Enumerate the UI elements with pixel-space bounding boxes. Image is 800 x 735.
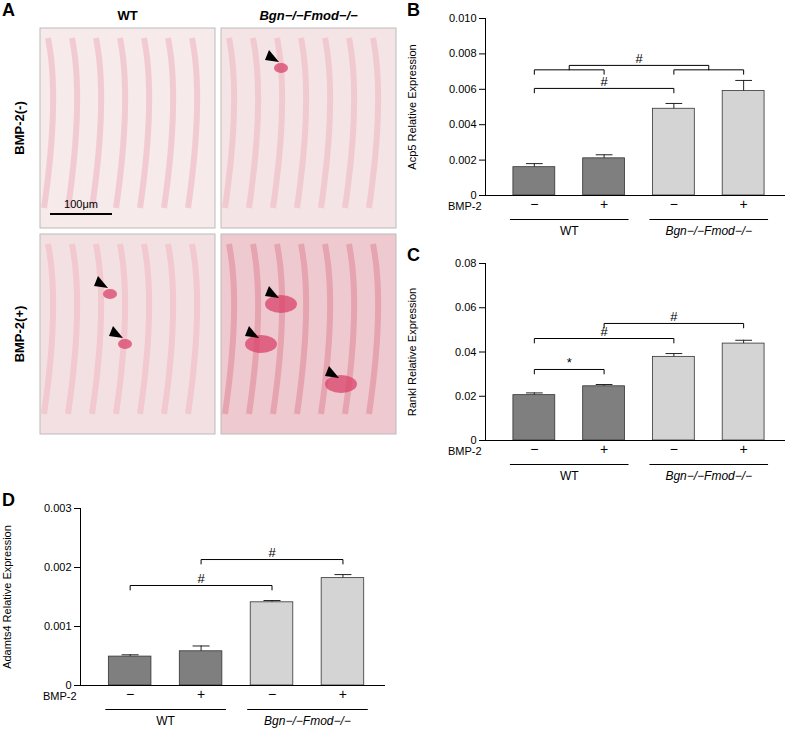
svg-text:0.002: 0.002: [449, 154, 477, 166]
svg-text:#: #: [635, 51, 643, 66]
svg-text:*: *: [567, 355, 572, 370]
svg-text:WT: WT: [156, 714, 175, 728]
svg-text:0.008: 0.008: [449, 47, 477, 59]
svg-text:+: +: [197, 686, 205, 702]
svg-text:WT: WT: [560, 224, 579, 238]
svg-text:Bgn−/−Fmod−/−: Bgn−/−Fmod−/−: [259, 8, 358, 23]
svg-text:0.001: 0.001: [44, 620, 72, 632]
svg-text:WT: WT: [560, 469, 579, 483]
html-text:D: D: [2, 490, 15, 510]
svg-text:−: −: [530, 441, 538, 457]
svg-text:Adamts4 Relative Expression: Adamts4 Relative Expression: [1, 525, 13, 669]
svg-text:−: −: [126, 686, 134, 702]
svg-text:−: −: [530, 196, 538, 212]
html-text:B: B: [407, 0, 420, 20]
svg-text:Acp5 Relative Expression: Acp5 Relative Expression: [406, 44, 418, 169]
svg-text:+: +: [740, 441, 748, 457]
svg-text:+: +: [740, 196, 748, 212]
svg-text:0.04: 0.04: [455, 346, 476, 358]
svg-text:0: 0: [470, 189, 477, 201]
svg-text:0: 0: [65, 679, 72, 691]
svg-text:BMP-2(+): BMP-2(+): [12, 306, 27, 363]
svg-text:+: +: [600, 196, 608, 212]
html-text:C: C: [407, 245, 420, 265]
svg-text:BMP-2: BMP-2: [448, 445, 482, 457]
svg-text:#: #: [197, 571, 205, 586]
svg-text:BMP-2: BMP-2: [43, 690, 77, 702]
svg-text:#: #: [600, 74, 608, 89]
svg-text:0.002: 0.002: [44, 561, 72, 573]
svg-text:+: +: [339, 686, 347, 702]
svg-text:−: −: [268, 686, 276, 702]
svg-text:+: +: [600, 441, 608, 457]
svg-text:0.08: 0.08: [455, 257, 476, 269]
svg-text:Bgn−/−Fmod−/−: Bgn−/−Fmod−/−: [264, 714, 351, 728]
svg-text:Bgn−/−Fmod−/−: Bgn−/−Fmod−/−: [665, 224, 752, 238]
svg-text:0.06: 0.06: [455, 301, 476, 313]
svg-text:Rankl Relative Expression: Rankl Relative Expression: [406, 288, 418, 416]
svg-text:#: #: [600, 324, 608, 339]
svg-text:0.003: 0.003: [44, 502, 72, 514]
html-text:A: A: [2, 0, 15, 20]
svg-text:BMP-2(-): BMP-2(-): [12, 101, 27, 154]
svg-text:BMP-2: BMP-2: [448, 200, 482, 212]
svg-text:−: −: [670, 196, 678, 212]
svg-text:Bgn−/−Fmod−/−: Bgn−/−Fmod−/−: [665, 469, 752, 483]
svg-text:−: −: [670, 441, 678, 457]
svg-text:#: #: [268, 545, 276, 560]
svg-text:0: 0: [470, 434, 477, 446]
svg-text:0.004: 0.004: [449, 118, 477, 130]
svg-text:WT: WT: [117, 8, 137, 23]
svg-text:#: #: [670, 309, 678, 324]
svg-text:0.010: 0.010: [449, 12, 477, 24]
svg-text:0.02: 0.02: [455, 390, 476, 402]
svg-text:100μm: 100μm: [64, 198, 98, 210]
svg-text:0.006: 0.006: [449, 83, 477, 95]
